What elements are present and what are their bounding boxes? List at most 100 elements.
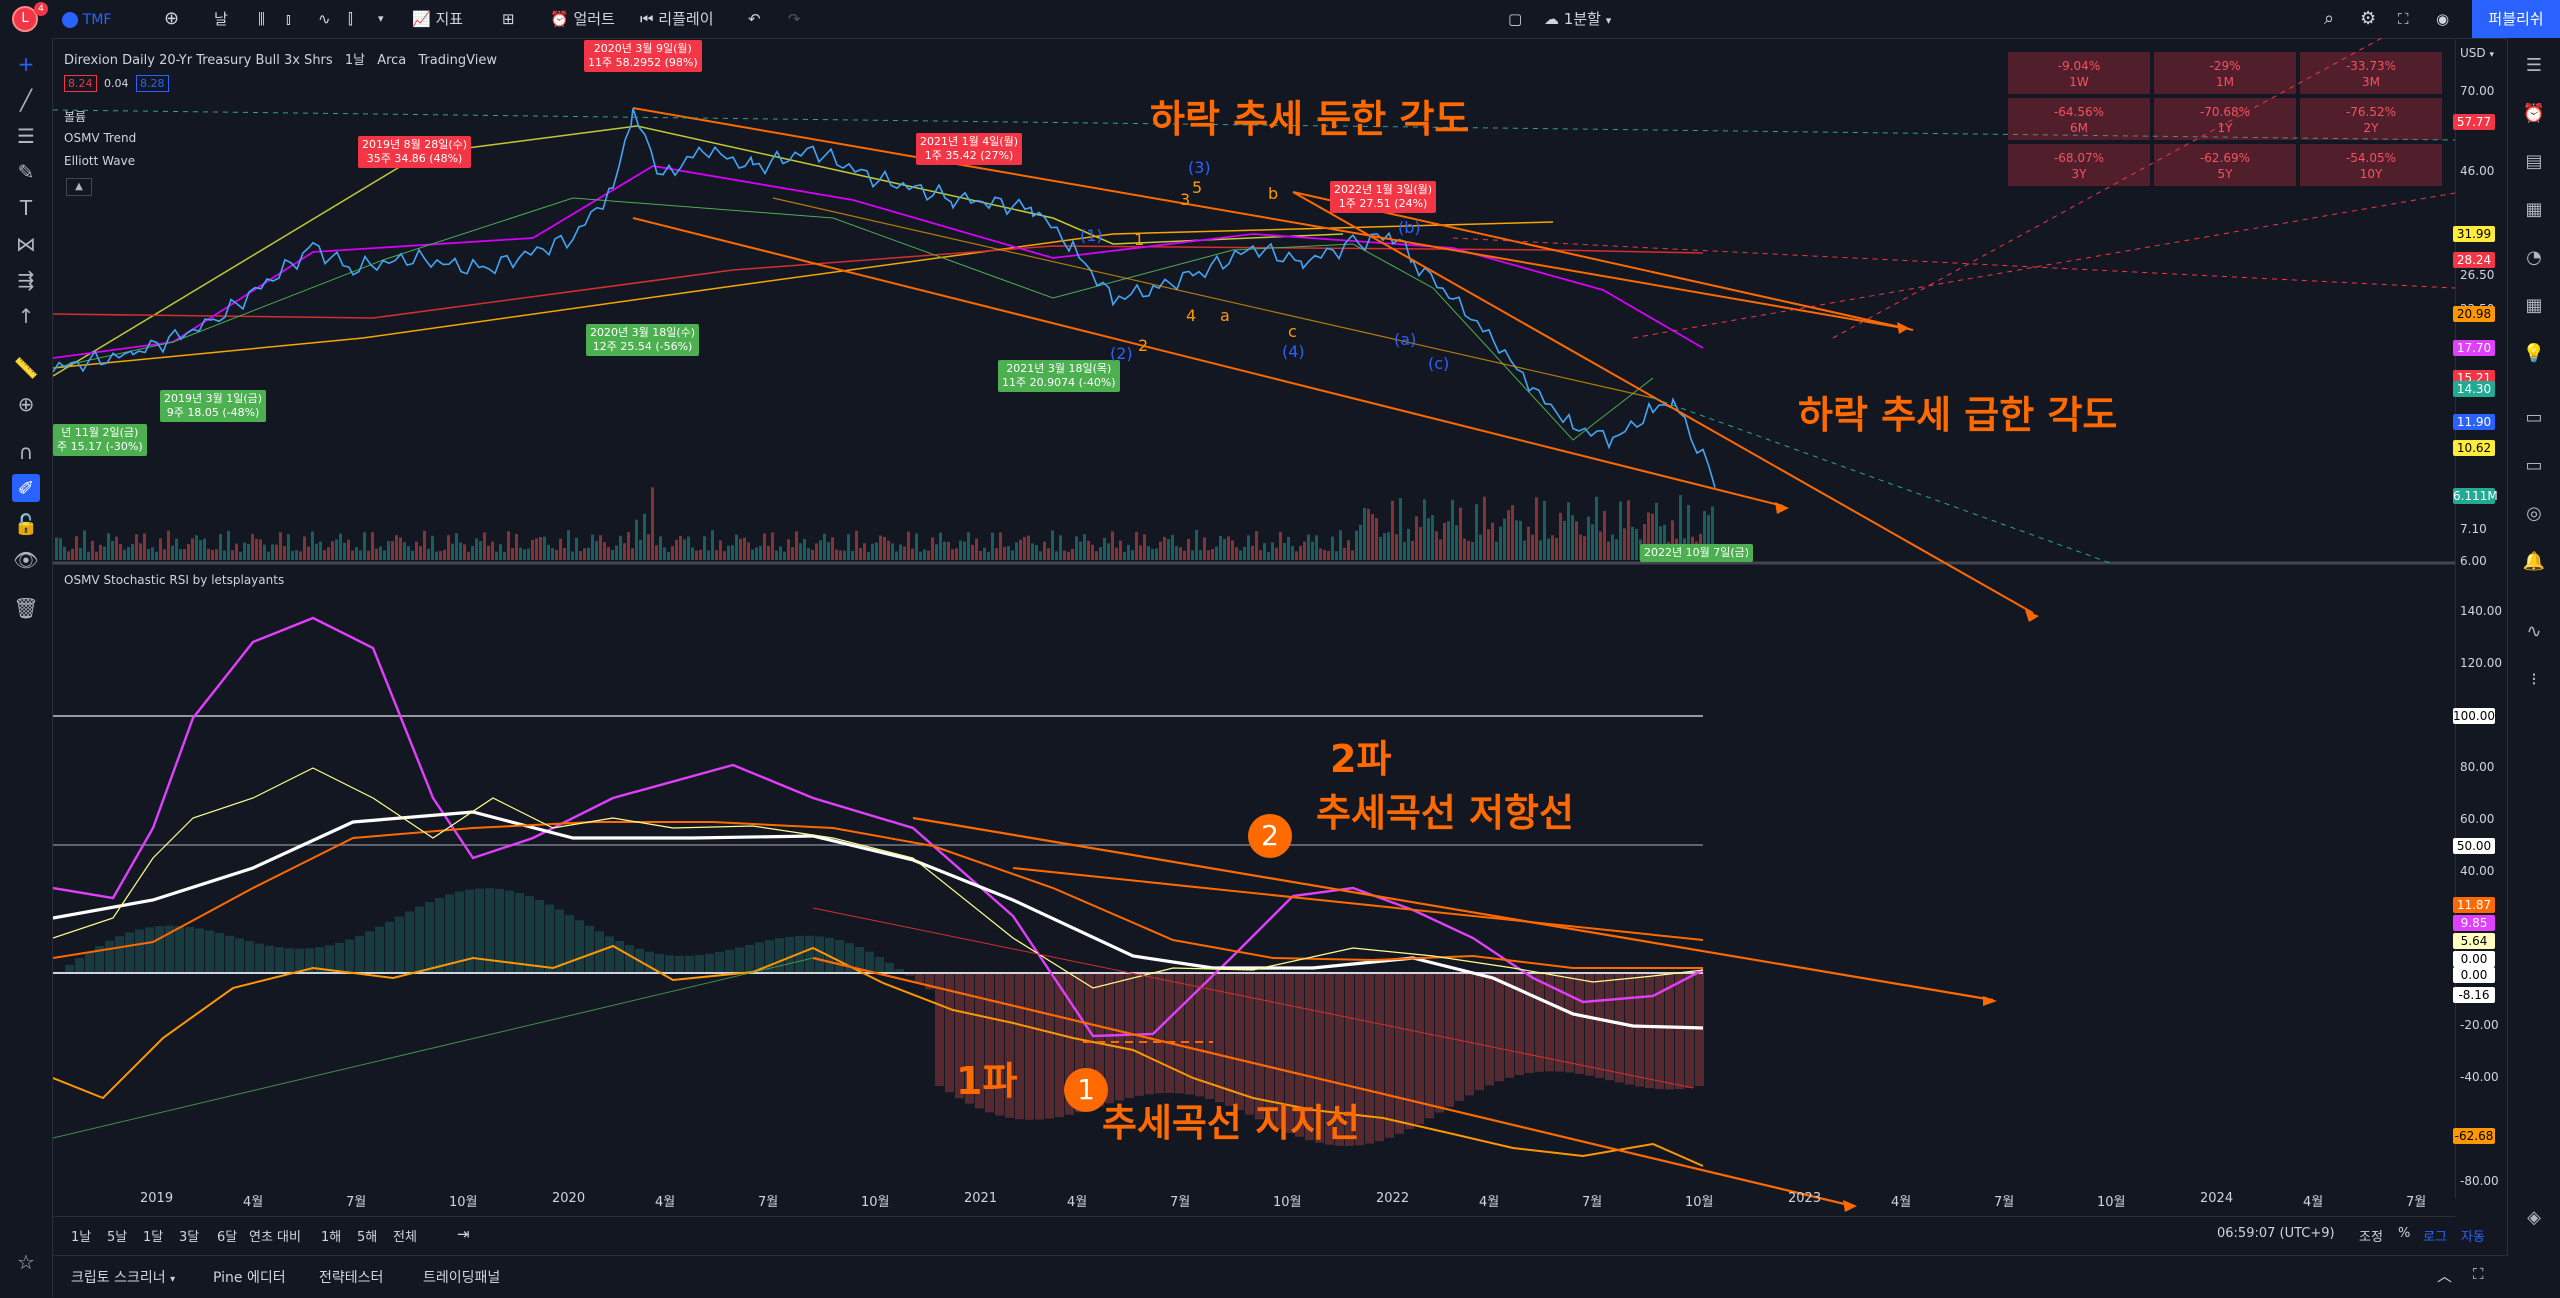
alarm-clock-icon[interactable]: ⏰ [2522,103,2546,124]
currency-label[interactable]: USD ▾ [2460,46,2494,60]
templates-icon[interactable]: ⊞ [502,10,515,28]
data-window-icon[interactable]: ▤ [2525,151,2543,172]
ask-price[interactable]: 8.28 [136,75,169,92]
compare-add-icon[interactable]: ⊕ [164,8,180,29]
crosshair-icon[interactable]: + [17,52,35,76]
news-icon[interactable]: ▦ [2525,199,2543,220]
pane2-title[interactable]: OSMV Stochastic RSI by letsplayants [64,573,285,587]
pattern-icon[interactable]: ⋈ [16,232,36,256]
collapse-legend-icon[interactable]: ▲ [66,178,92,196]
auto-toggle[interactable]: 자동 [2461,1230,2485,1245]
star-icon[interactable]: ☆ [17,1250,35,1274]
range-button[interactable]: 5해 [357,1230,378,1245]
annotation-resistance[interactable]: 추세곡선 저항선 [1316,791,1574,835]
goto-date-icon[interactable]: ⇥ [457,1225,470,1243]
range-button[interactable]: 1날 [71,1230,92,1245]
chevron-down-icon[interactable]: ▾ [378,12,384,25]
interval-button[interactable]: 날 [214,10,228,28]
pulse-icon[interactable]: ∿ [2526,621,2542,642]
alert-button[interactable]: ⏰ 얼러트 [550,7,615,31]
fullscreen-icon[interactable]: ⛶ [2398,10,2409,28]
indicator-osmv-trend[interactable]: OSMV Trend [64,131,137,145]
zoom-in-icon[interactable]: ⊕ [17,392,35,416]
calendar-icon[interactable]: ▦ [2525,295,2543,316]
trash-icon[interactable]: 🗑 [13,596,39,620]
volume-bar [515,534,518,560]
redo-icon[interactable]: ↷ [788,10,801,28]
tab-crypto-screener[interactable]: 크립토 스크리너 ▾ [71,1267,175,1287]
chevron-down-icon: ▾ [170,1274,176,1285]
ruler-icon[interactable]: 📏 [13,356,39,380]
range-button[interactable]: 5날 [107,1230,128,1245]
magnet-icon[interactable]: ∩ [18,440,34,464]
bid-price[interactable]: 8.24 [64,75,97,92]
layout-selector[interactable]: ☁ 1분할 ▾ [1544,7,1611,31]
streams-icon[interactable]: ▭ [2525,407,2543,428]
tab-strategy-tester[interactable]: 전략테스터 [319,1270,384,1286]
replay-button[interactable]: ⏮ 리플레이 [640,7,714,31]
symbol-title[interactable]: Direxion Daily 20-Yr Treasury Bull 3x Sh… [64,53,333,68]
annotation-wave2[interactable]: 2파 [1330,737,1392,781]
range-button[interactable]: 3달 [179,1230,200,1245]
notifications-icon[interactable]: 🔔 [2522,551,2546,572]
drawing-mode-icon[interactable]: ✐ [12,474,40,502]
publish-button[interactable]: 퍼블리쉬 [2472,0,2560,38]
gear-icon[interactable]: ⚙ [2360,8,2377,29]
annotation-steep-trend[interactable]: 하락 추세 급한 각도 [1798,393,2118,437]
annotation-gentle-trend[interactable]: 하락 추세 둔한 각도 [1150,97,1470,141]
adjust-toggle[interactable]: 조정 [2359,1230,2383,1245]
oscillator-histogram-bar [565,914,574,973]
hotlist-icon[interactable]: ◔ [2526,247,2542,268]
lock-icon[interactable]: 🔓 [13,512,39,536]
tab-pine-editor[interactable]: Pine 에디터 [213,1270,286,1286]
log-toggle[interactable]: 로그 [2423,1230,2447,1245]
annotation-support[interactable]: 추세곡선 지지선 [1102,1101,1360,1145]
range-button[interactable]: 전체 [393,1230,417,1245]
prediction-icon[interactable]: ⇶ [17,268,35,292]
trendline-icon[interactable]: ╱ [19,88,33,112]
chart-canvas[interactable] [53,38,2455,1235]
indicator-elliott-wave[interactable]: Elliott Wave [64,154,136,168]
chat-icon[interactable]: ▭ [2525,455,2543,476]
brush-icon[interactable]: ✎ [17,160,35,184]
eye-icon[interactable]: 👁 [13,548,39,572]
layout-icon[interactable]: ▢ [1508,10,1523,28]
indicator-volume[interactable]: 볼륨 [64,110,87,124]
range-button[interactable]: 6달 [217,1230,238,1245]
performance-value: -33.73% [2345,59,2397,73]
user-avatar[interactable]: L [12,6,38,32]
volume-bar [315,543,318,560]
range-button[interactable]: 연초 대비 [249,1230,301,1245]
search-icon[interactable]: ⌕ [2324,8,2335,29]
arrow-up-icon[interactable]: ↑ [17,304,35,328]
camera-icon[interactable]: ◉ [2436,10,2450,28]
heikin-style-icon[interactable]: ⫿ [348,10,353,28]
ideas-icon[interactable]: 💡 [2522,343,2546,364]
percent-toggle[interactable]: % [2398,1226,2411,1241]
volume-bar [1319,548,1322,560]
bar-style-icon[interactable]: ⫼ [258,10,265,28]
tab-trading-panel[interactable]: 트레이딩패널 [423,1270,501,1286]
podcast-icon[interactable]: ◎ [2526,503,2542,524]
symbol-search[interactable]: TMF [62,7,111,31]
horizontal-lines-icon[interactable]: ☰ [17,124,35,148]
price-axis[interactable] [2455,38,2509,1198]
watchlist-icon[interactable]: ☰ [2525,55,2543,76]
annotation-circle-2[interactable]: 2 [1248,814,1292,858]
chevron-up-icon[interactable]: ︿ [2437,1267,2453,1285]
range-button[interactable]: 1해 [321,1230,342,1245]
volume-bar [819,540,822,560]
clock-readout[interactable]: 06:59:07 (UTC+9) [2217,1226,2335,1241]
range-button[interactable]: 1달 [143,1230,164,1245]
dom-icon[interactable]: ⁝ [2531,669,2537,690]
annotation-wave1[interactable]: 1파 [956,1059,1018,1103]
layers-icon[interactable]: ◈ [2527,1207,2541,1228]
annotation-circle-1[interactable]: 1 [1064,1068,1108,1112]
undo-icon[interactable]: ↶ [748,10,761,28]
text-icon[interactable]: T [19,196,33,220]
indicators-button[interactable]: 📈 지표 [412,7,463,31]
volume-bar [1391,500,1394,560]
line-style-icon[interactable]: ∿ [318,10,331,28]
maximize-icon[interactable]: ⛶ [2473,1265,2484,1283]
candle-style-icon[interactable]: ⫾ [286,10,291,28]
